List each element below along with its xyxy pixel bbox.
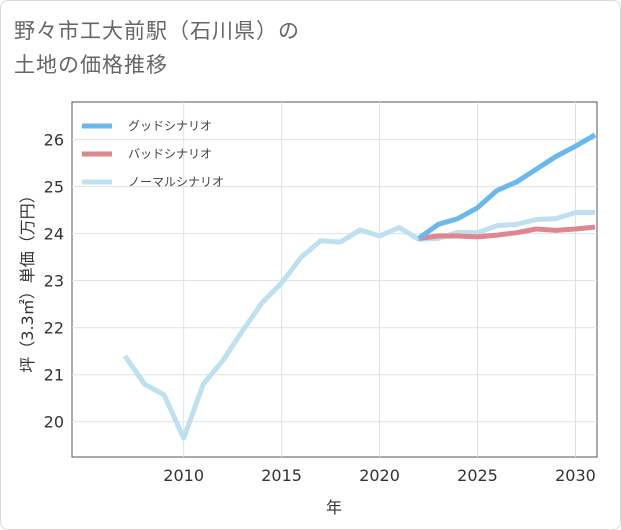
x-tick-label: 2020 (359, 466, 400, 485)
legend-label: バッドシナリオ (128, 147, 212, 161)
y-tick-label: 26 (44, 131, 64, 150)
y-tick-label: 23 (44, 272, 64, 291)
grid (72, 102, 597, 457)
series-line-2 (122, 210, 595, 441)
x-tick-label: 2025 (457, 466, 498, 485)
y-axis-title: 坪（3.3㎡）単価（万円） (18, 187, 37, 372)
y-tick-label: 25 (44, 178, 64, 197)
plot-area-border (71, 101, 598, 458)
legend-label: ノーマルシナリオ (128, 175, 224, 189)
x-tick-label: 2010 (163, 466, 204, 485)
y-tick-label: 24 (44, 225, 64, 244)
series-line-0 (417, 132, 597, 241)
x-axis-title: 年 (326, 498, 342, 517)
chart-title-line-1: 野々市工大前駅（石川県）の (14, 19, 300, 43)
series-lines (122, 132, 597, 441)
chart-title: 野々市工大前駅（石川県）の 土地の価格推移 (14, 14, 300, 82)
chart-title-line-2: 土地の価格推移 (14, 53, 168, 77)
series-line-1 (418, 224, 596, 241)
x-tick-label: 2015 (261, 466, 302, 485)
x-axis-ticks: 2010 2015 2020 2025 2030 (163, 466, 596, 485)
y-tick-label: 21 (44, 366, 64, 385)
y-axis-ticks: 20 21 22 23 24 25 26 (44, 131, 64, 432)
x-tick-label: 2030 (555, 466, 596, 485)
legend-label: グッドシナリオ (128, 119, 212, 133)
y-tick-label: 22 (44, 319, 64, 338)
y-tick-label: 20 (44, 413, 64, 432)
